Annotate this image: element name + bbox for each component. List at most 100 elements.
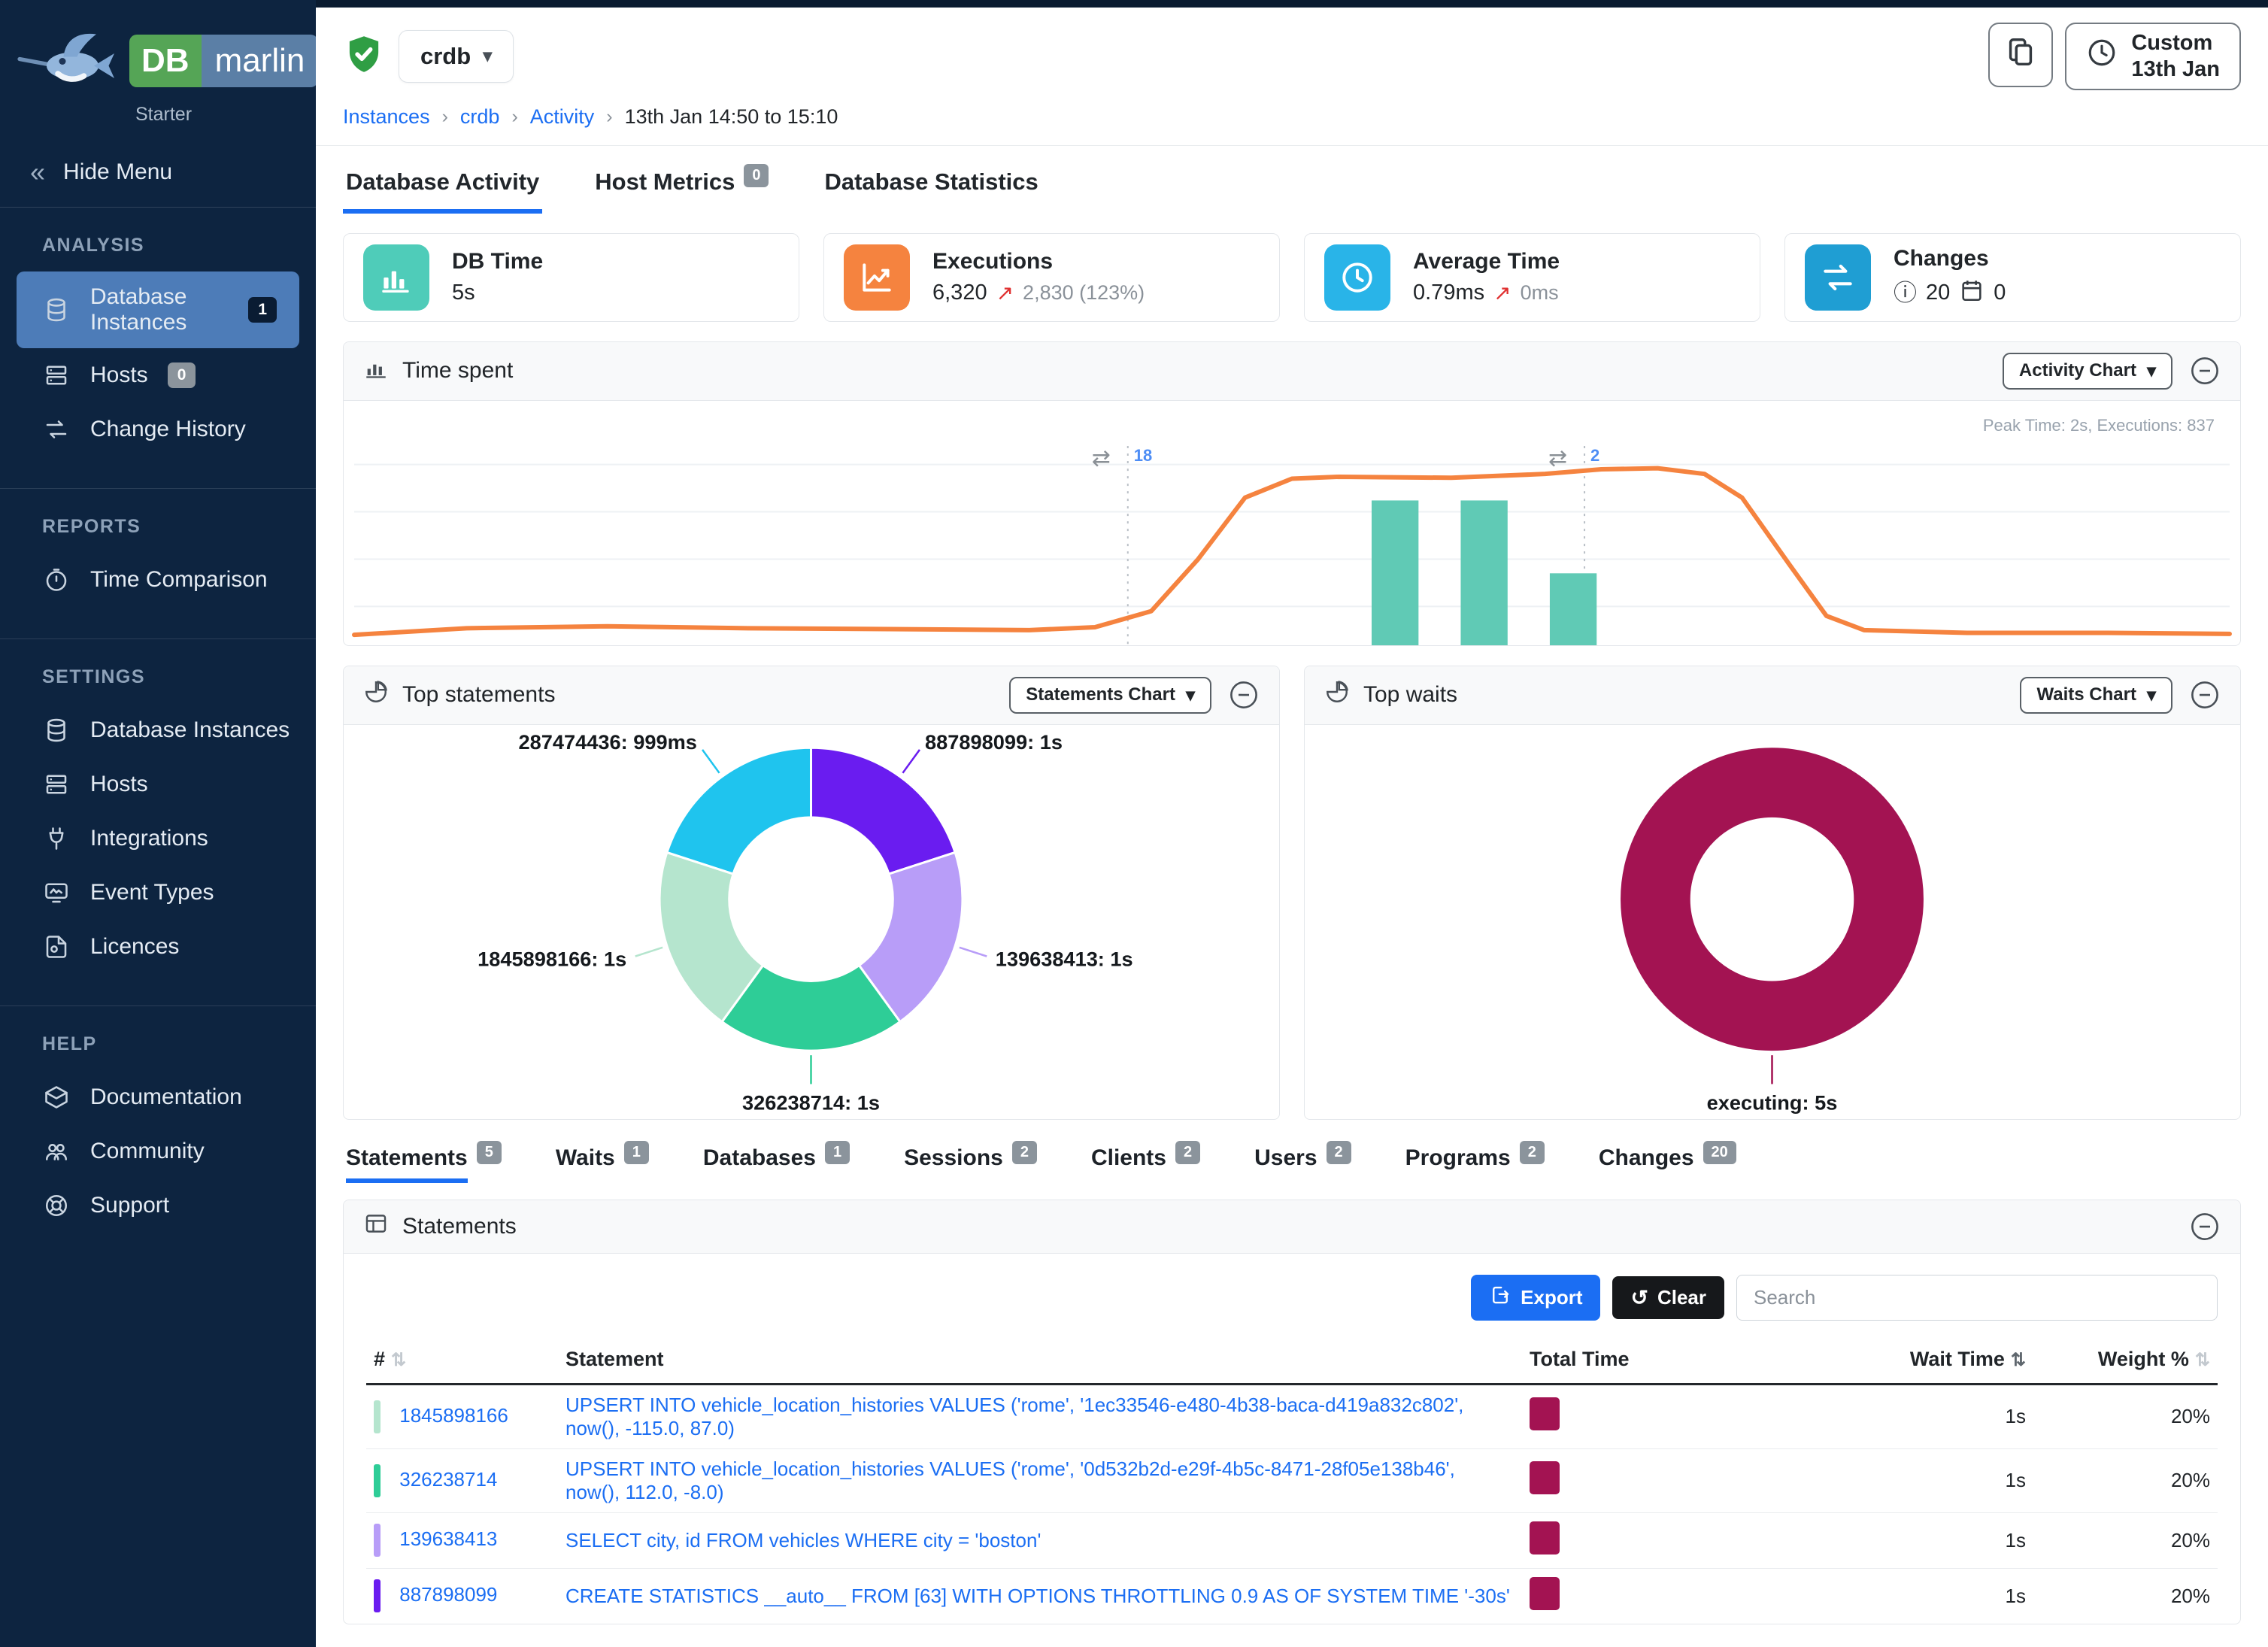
sidebar-item-event-types[interactable]: Event Types xyxy=(0,866,316,920)
statement-id-link[interactable]: 1845898166 xyxy=(399,1403,508,1427)
sort-icon: ⇅ xyxy=(391,1349,407,1370)
breadcrumb-link[interactable]: Activity xyxy=(529,105,595,128)
breadcrumb: Instances › crdb › Activity › 13th Jan 1… xyxy=(343,90,2241,145)
collapse-panel-button[interactable] xyxy=(2189,1211,2221,1242)
table-row[interactable]: 326238714 UPSERT INTO vehicle_location_h… xyxy=(366,1448,2218,1513)
server-icon xyxy=(42,770,71,799)
sidebar-item-documentation[interactable]: Documentation xyxy=(0,1070,316,1124)
kpi-db-time: DB Time 5s xyxy=(343,232,799,322)
activity-chart-dropdown[interactable]: Activity Chart ▾ xyxy=(2002,352,2172,390)
subtab[interactable]: Changes 20 xyxy=(1599,1140,1736,1183)
subtab[interactable]: Waits 1 xyxy=(556,1140,649,1183)
column-header-statement[interactable]: Statement xyxy=(558,1335,1522,1385)
collapse-panel-button[interactable] xyxy=(2189,679,2221,711)
waits-chart-dropdown[interactable]: Waits Chart ▾ xyxy=(2020,676,2172,714)
svg-text:1845898166: 1s: 1845898166: 1s xyxy=(478,947,626,970)
database-icon xyxy=(42,296,71,324)
sidebar-item-change-history[interactable]: Change History xyxy=(0,402,316,456)
top-statements-donut[interactable]: 887898099: 1s 139638413: 1s 326238714: 1s 1… xyxy=(344,725,1279,1119)
kpi-average-time: Average Time 0.79ms ↗ 0ms xyxy=(1304,232,1760,322)
subtab[interactable]: Sessions 2 xyxy=(904,1140,1037,1183)
column-header-num[interactable]: # ⇅ xyxy=(366,1335,558,1385)
column-header-weight[interactable]: Weight % ⇅ xyxy=(2033,1335,2218,1385)
wait-time-value: 1s xyxy=(1755,1512,2033,1569)
up-arrow-icon: ↗ xyxy=(996,281,1014,305)
sidebar-item-licences[interactable]: Licences xyxy=(0,920,316,974)
table-row[interactable]: 887898099 CREATE STATISTICS __auto__ FRO… xyxy=(366,1568,2218,1624)
kpi-row: DB Time 5s Executions 6,320 ↗ 2,830 (123… xyxy=(316,214,2268,325)
statement-link[interactable]: CREATE STATISTICS __auto__ FROM [63] WIT… xyxy=(565,1584,1510,1607)
subtab-badge: 20 xyxy=(1703,1140,1736,1164)
peak-note: Peak Time: 2s, Executions: 837 xyxy=(1982,415,2215,435)
collapse-panel-button[interactable] xyxy=(1228,679,1260,711)
statements-panel: Statements Export ↺ Clear xyxy=(343,1199,2241,1624)
statement-id-link[interactable]: 887898099 xyxy=(399,1583,498,1606)
main-content: crdb ▾ Custom 13th Jan xyxy=(316,0,2268,1647)
kpi-changes: Changes ⓘ 20 0 xyxy=(1784,232,2241,322)
tab[interactable]: Host Metrics 0 xyxy=(592,150,772,214)
subtab-badge: 2 xyxy=(1326,1140,1351,1164)
statement-link[interactable]: SELECT city, id FROM vehicles WHERE city… xyxy=(565,1528,1042,1551)
sidebar-item-support[interactable]: Support xyxy=(0,1178,316,1233)
statements-chart-dropdown[interactable]: Statements Chart ▾ xyxy=(1009,676,1211,714)
clock-icon xyxy=(2086,37,2118,75)
chevron-down-icon: ▾ xyxy=(2146,360,2156,381)
swap-arrows-icon xyxy=(1805,244,1871,311)
statement-id-link[interactable]: 139638413 xyxy=(399,1527,498,1551)
column-header-wait-time[interactable]: Wait Time ⇅ xyxy=(1755,1335,2033,1385)
breadcrumb-link[interactable]: crdb xyxy=(459,105,500,128)
time-spent-panel: Time spent Activity Chart ▾ Peak Time: 2… xyxy=(343,341,2241,646)
svg-text:⇄: ⇄ xyxy=(1092,446,1111,471)
trend-line-icon xyxy=(844,244,910,311)
column-header-total-time[interactable]: Total Time xyxy=(1522,1335,1755,1385)
sidebar-item-database-instances[interactable]: Database Instances 1 xyxy=(17,271,299,348)
sidebar-item-time-comparison[interactable]: Time Comparison xyxy=(0,553,316,607)
search-input[interactable] xyxy=(1736,1274,2218,1321)
copy-link-button[interactable] xyxy=(1988,22,2054,87)
sidebar-item-hosts-settings[interactable]: Hosts xyxy=(0,757,316,811)
instance-selector: crdb ▾ xyxy=(343,29,514,83)
statement-color-chip xyxy=(374,1524,381,1558)
sidebar-item-community[interactable]: Community xyxy=(0,1124,316,1178)
subtab[interactable]: Statements 5 xyxy=(346,1140,502,1183)
sidebar-item-hosts[interactable]: Hosts 0 xyxy=(0,348,316,402)
statement-id-link[interactable]: 326238714 xyxy=(399,1467,498,1491)
subtab[interactable]: Databases 1 xyxy=(703,1140,850,1183)
subtab[interactable]: Clients 2 xyxy=(1091,1140,1201,1183)
subtab[interactable]: Programs 2 xyxy=(1405,1140,1545,1183)
export-button[interactable]: Export xyxy=(1471,1274,1601,1321)
table-row[interactable]: 139638413 SELECT city, id FROM vehicles … xyxy=(366,1512,2218,1569)
brand-marlin: marlin xyxy=(201,35,319,87)
tab[interactable]: Database Statistics xyxy=(824,168,1038,195)
sidebar: DB marlin Starter « Hide Menu ANALYSIS D… xyxy=(0,0,319,1647)
edition-label: Starter xyxy=(135,104,193,125)
collapse-panel-button[interactable] xyxy=(2189,355,2221,387)
clear-button[interactable]: ↺ Clear xyxy=(1612,1275,1724,1319)
time-spent-chart[interactable]: ⇄18⇄214:5014:5515:0015:05 xyxy=(344,405,2240,646)
top-waits-panel: Top waits Waits Chart ▾ executing: 5s xyxy=(1304,665,2241,1120)
section-title: REPORTS xyxy=(42,516,141,537)
top-waits-donut[interactable]: executing: 5s xyxy=(1305,725,2240,1119)
top-waits-header: Top waits Waits Chart ▾ xyxy=(1305,666,2240,725)
sort-icon: ⇅ xyxy=(2194,1349,2210,1370)
statement-link[interactable]: UPSERT INTO vehicle_location_histories V… xyxy=(565,1457,1455,1503)
pie-chart-icon xyxy=(363,679,389,711)
sidebar-item-database-instances-settings[interactable]: Database Instances xyxy=(0,703,316,757)
tab[interactable]: Database Activity xyxy=(343,150,543,214)
svg-text:887898099: 1s: 887898099: 1s xyxy=(925,730,1063,754)
weight-value: 20% xyxy=(2033,1384,2218,1449)
statements-table: # ⇅ Statement Total Time Wait Time ⇅ Weigh… xyxy=(366,1335,2218,1624)
sidebar-item-integrations[interactable]: Integrations xyxy=(0,811,316,866)
time-range-button[interactable]: Custom 13th Jan xyxy=(2065,22,2241,90)
table-row[interactable]: 1845898166 UPSERT INTO vehicle_location_… xyxy=(366,1384,2218,1449)
hide-menu-button[interactable]: « Hide Menu xyxy=(0,138,316,208)
section-title: ANALYSIS xyxy=(42,235,145,256)
instance-dropdown-button[interactable]: crdb ▾ xyxy=(399,29,514,83)
page-header: crdb ▾ Custom 13th Jan xyxy=(316,8,2268,146)
statement-color-chip xyxy=(374,1463,381,1497)
statement-link[interactable]: UPSERT INTO vehicle_location_histories V… xyxy=(565,1393,1464,1439)
breadcrumb-link[interactable]: Instances xyxy=(343,105,430,128)
subtab[interactable]: Users 2 xyxy=(1254,1140,1351,1183)
brand-wordmark: DB marlin xyxy=(129,35,319,87)
